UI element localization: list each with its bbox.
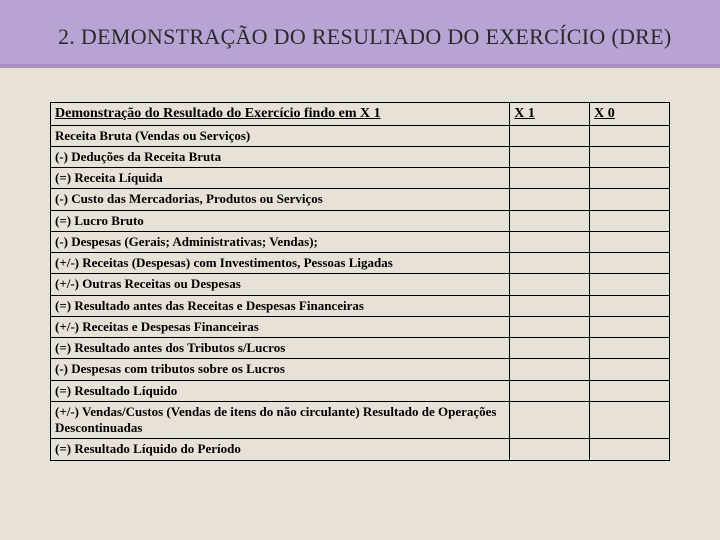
table-row: Receita Bruta (Vendas ou Serviços) <box>51 125 670 146</box>
table-row: (+/-) Receitas (Despesas) com Investimen… <box>51 253 670 274</box>
table-row: (=) Lucro Bruto <box>51 210 670 231</box>
table-row: (+/-) Receitas e Despesas Financeiras <box>51 316 670 337</box>
header-band: 2. DEMONSTRAÇÃO DO RESULTADO DO EXERCÍCI… <box>0 0 720 68</box>
table-row: (=) Resultado Líquido do Período <box>51 439 670 460</box>
header-desc: Demonstração do Resultado do Exercício f… <box>51 103 510 126</box>
page-title: 2. DEMONSTRAÇÃO DO RESULTADO DO EXERCÍCI… <box>0 24 720 50</box>
table-row: (-) Despesas com tributos sobre os Lucro… <box>51 359 670 380</box>
table-row: (=) Resultado Líquido <box>51 380 670 401</box>
table-row: (=) Resultado antes dos Tributos s/Lucro… <box>51 338 670 359</box>
table-row: (-) Custo das Mercadorias, Produtos ou S… <box>51 189 670 210</box>
table-row: (+/-) Vendas/Custos (Vendas de itens do … <box>51 401 670 439</box>
table-row: (-) Deduções da Receita Bruta <box>51 146 670 167</box>
table-row: (+/-) Outras Receitas ou Despesas <box>51 274 670 295</box>
header-x1: X 1 <box>510 103 590 126</box>
content-area: Demonstração do Resultado do Exercício f… <box>0 68 720 461</box>
table-row: (-) Despesas (Gerais; Administrativas; V… <box>51 231 670 252</box>
dre-table: Demonstração do Resultado do Exercício f… <box>50 102 670 461</box>
table-header-row: Demonstração do Resultado do Exercício f… <box>51 103 670 126</box>
header-x0: X 0 <box>590 103 670 126</box>
table-row: (=) Receita Líquida <box>51 168 670 189</box>
table-row: (=) Resultado antes das Receitas e Despe… <box>51 295 670 316</box>
